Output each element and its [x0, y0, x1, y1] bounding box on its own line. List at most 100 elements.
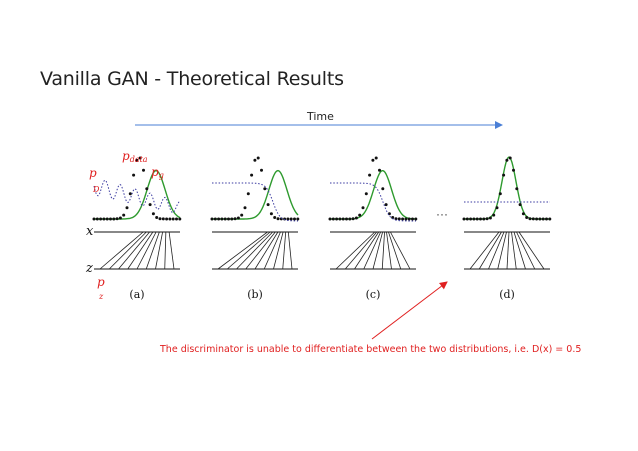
mapping-line — [245, 231, 276, 270]
mapping-line — [164, 231, 167, 270]
legend-p-data: pdata — [122, 149, 148, 164]
data-distribution-dot — [260, 168, 263, 172]
mapping-line — [287, 231, 293, 270]
data-distribution-dot — [122, 213, 126, 217]
mapping-line — [381, 231, 385, 270]
slide-title: Vanilla GAN - Theoretical Results — [40, 68, 344, 90]
data-distribution-dot — [535, 217, 539, 221]
annotation-text: The discriminator is unable to different… — [160, 344, 582, 355]
data-distribution-dot — [151, 212, 155, 216]
data-distribution-dot — [158, 217, 162, 221]
data-distribution-dot — [223, 217, 227, 221]
data-distribution-dot — [240, 213, 244, 217]
data-distribution-dot — [335, 217, 339, 221]
mapping-line — [282, 231, 287, 270]
data-distribution-dot — [132, 173, 136, 177]
data-distribution-dot — [227, 217, 230, 221]
data-distribution-dot — [515, 187, 519, 191]
data-distribution-dot — [112, 217, 116, 221]
data-distribution-dot — [168, 217, 172, 221]
mapping-line — [99, 231, 144, 270]
mapping-line — [168, 231, 175, 270]
data-distribution-dot — [518, 203, 522, 207]
legend-p-z-sub: z — [98, 292, 104, 301]
mapping-line — [254, 231, 279, 270]
mapping-line — [118, 231, 150, 270]
data-distribution-dot — [250, 173, 254, 177]
mapping-line — [388, 231, 402, 270]
mapping-line — [513, 231, 526, 270]
mapping-line — [488, 231, 505, 270]
legend-p-d: p — [89, 166, 97, 180]
data-distribution-dot — [508, 156, 512, 160]
mapping-line — [497, 231, 507, 270]
data-distribution-dot — [407, 217, 411, 221]
panel-label: (d) — [499, 288, 515, 301]
data-distribution-dot — [105, 217, 109, 221]
data-distribution-dot — [243, 206, 247, 210]
data-distribution-dot — [273, 216, 277, 219]
generator-distribution-curve — [94, 169, 181, 220]
mapping-line — [263, 231, 281, 270]
data-distribution-dot — [217, 217, 221, 221]
data-distribution-dot — [528, 217, 532, 221]
data-distribution-dot — [374, 156, 378, 160]
data-distribution-dot — [404, 217, 408, 221]
data-distribution-dot — [391, 216, 395, 219]
data-distribution-dot — [289, 217, 293, 221]
data-distribution-dot — [128, 192, 132, 196]
data-distribution-dot — [414, 217, 418, 221]
mapping-line — [217, 231, 268, 270]
data-distribution-dot — [548, 217, 552, 221]
data-distribution-dot — [142, 168, 145, 172]
mapping-line — [354, 231, 380, 270]
mapping-line — [108, 231, 147, 270]
data-distribution-dot — [545, 217, 548, 221]
data-distribution-dot — [475, 217, 479, 221]
data-distribution-dot — [495, 206, 499, 210]
data-distribution-dot — [263, 187, 267, 191]
data-distribution-dot — [341, 217, 345, 221]
mapping-line — [516, 231, 536, 270]
data-distribution-dot — [256, 156, 260, 160]
data-distribution-dot — [246, 192, 250, 196]
mapping-line — [127, 231, 154, 270]
data-distribution-dot — [531, 217, 535, 221]
data-distribution-dot — [538, 217, 542, 221]
data-distribution-dot — [401, 217, 405, 221]
data-distribution-dot — [485, 217, 489, 221]
data-distribution-dot — [472, 217, 476, 221]
generator-distribution-curve — [330, 170, 417, 220]
data-distribution-dot — [512, 168, 515, 172]
mapping-line — [518, 231, 545, 270]
data-distribution-dot — [338, 217, 342, 221]
data-distribution-dot — [348, 217, 352, 221]
data-distribution-dot — [364, 192, 368, 196]
mapping-line — [506, 231, 510, 270]
data-distribution-dot — [498, 192, 502, 196]
data-distribution-dot — [482, 217, 486, 221]
data-distribution-dot — [296, 217, 300, 221]
data-distribution-dot — [361, 206, 365, 210]
panel-label: (a) — [129, 288, 144, 301]
mapping-line — [363, 231, 382, 270]
data-distribution-dot — [148, 203, 152, 207]
data-distribution-dot — [505, 158, 509, 162]
data-distribution-dot — [175, 217, 178, 221]
data-distribution-dot — [99, 217, 103, 221]
mapping-line — [478, 231, 502, 270]
discriminator-curve — [330, 182, 416, 222]
data-distribution-dot — [286, 217, 290, 221]
mapping-line — [273, 231, 284, 270]
data-distribution-dot — [236, 216, 240, 220]
panel-label: (b) — [247, 288, 263, 301]
data-distribution-dot — [233, 217, 237, 221]
data-distribution-dot — [502, 173, 506, 177]
data-distribution-dot — [125, 206, 129, 210]
data-distribution-dot — [397, 217, 401, 221]
x-axis-label: x — [86, 224, 94, 239]
data-distribution-dot — [469, 217, 473, 221]
data-distribution-dot — [155, 216, 159, 219]
data-distribution-dot — [253, 158, 257, 162]
data-distribution-dot — [220, 217, 224, 221]
